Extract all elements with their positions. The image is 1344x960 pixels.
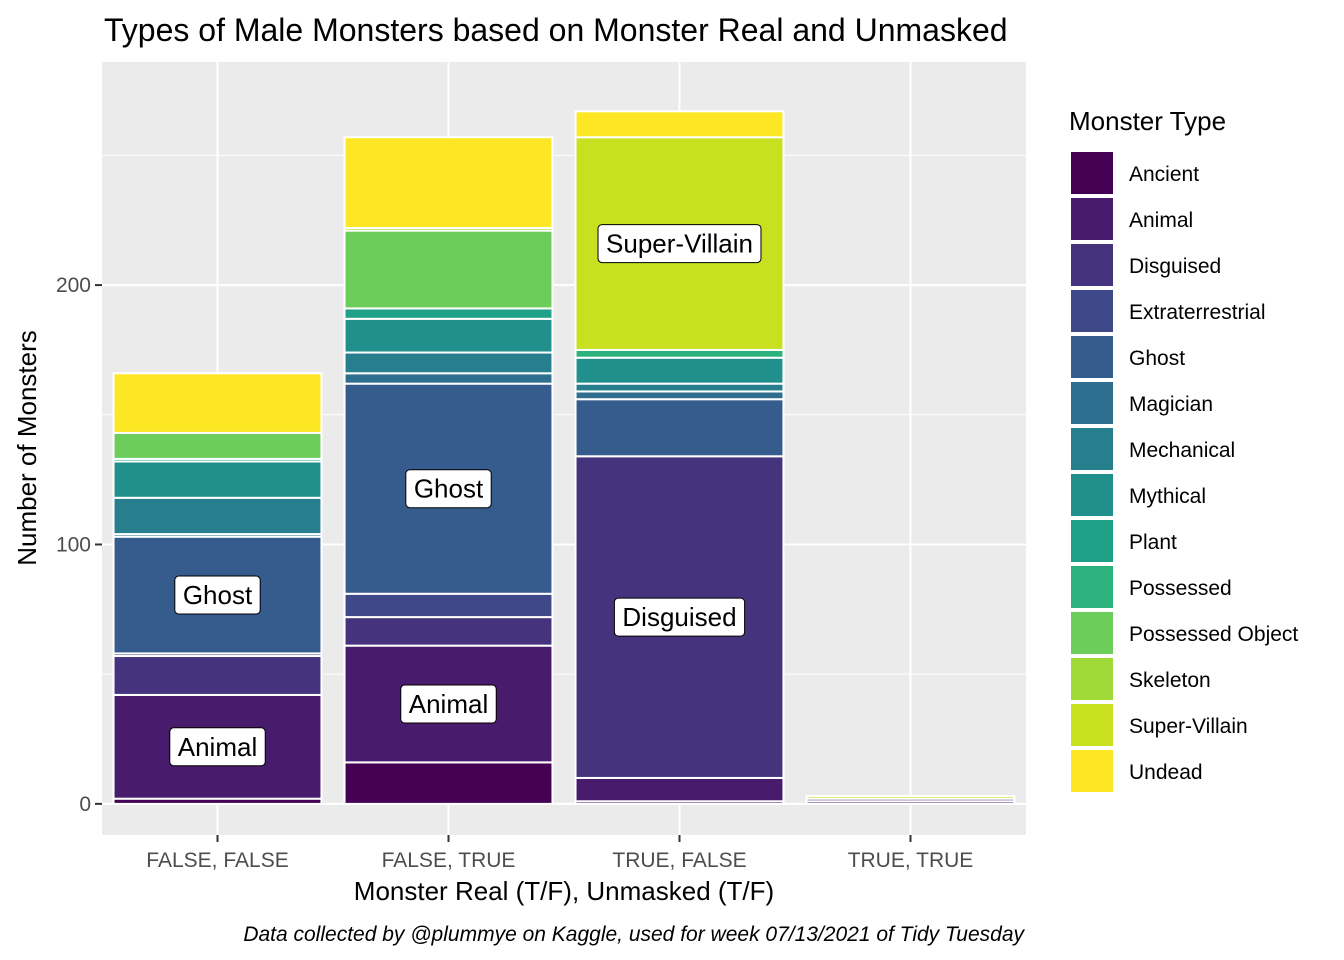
bar-segment-mythical	[574, 356, 785, 385]
bars	[112, 110, 1016, 805]
bar-segment-undead	[574, 110, 785, 139]
legend-item-label: Mechanical	[1129, 439, 1235, 462]
bar-segment-mechanical	[112, 496, 323, 536]
legend-swatch	[1069, 702, 1115, 748]
legend-item-label: Ghost	[1129, 347, 1185, 370]
segment-label: Ghost	[405, 469, 492, 509]
y-tick-label: 100	[56, 533, 91, 556]
legend-item-label: Magician	[1129, 393, 1213, 416]
legend-item-label: Mythical	[1129, 485, 1206, 508]
bar-segment-mythical	[343, 317, 554, 354]
bar-segment-mechanical	[574, 382, 785, 393]
legend-item-label: Ancient	[1129, 163, 1199, 186]
bar-segment-undead	[112, 372, 323, 434]
legend-item-label: Skeleton	[1129, 669, 1211, 692]
legend-item-label: Undead	[1129, 761, 1203, 784]
y-tick-label: 200	[56, 274, 91, 297]
segment-label-text: Animal	[409, 689, 488, 719]
legend-item-label: Animal	[1129, 209, 1193, 232]
bar-segment-extraterrestrial	[343, 592, 554, 619]
segment-label-text: Ghost	[183, 580, 253, 610]
bar-segment-ghost	[574, 398, 785, 458]
segment-label-text: Super-Villain	[606, 229, 753, 259]
segment-annotations: Animal Ghost Animal Ghost Disguised Super-Vil…	[169, 224, 762, 767]
bar-segment-ancient	[343, 761, 554, 805]
bar-segment-plant	[343, 307, 554, 320]
y-tick-label: 0	[79, 793, 91, 816]
legend-swatch	[1069, 656, 1115, 702]
chart-title: Types of Male Monsters based on Monster …	[104, 12, 1008, 48]
bar-segment-magician	[343, 372, 554, 385]
segment-label: Ghost	[174, 575, 261, 615]
segment-label: Super-Villain	[597, 224, 762, 264]
segment-label-text: Animal	[178, 732, 257, 762]
bar-segment-possessed	[574, 348, 785, 359]
legend-item-label: Possessed	[1129, 577, 1232, 600]
legend-title: Monster Type	[1069, 106, 1226, 136]
segment-label-box	[169, 727, 266, 767]
legend-swatch	[1069, 334, 1115, 380]
bar-segment-ghost	[343, 382, 554, 595]
segment-label: Animal	[169, 727, 266, 767]
bar-segment-mechanical	[343, 351, 554, 375]
segment-label-text: Disguised	[622, 602, 736, 632]
legend-swatch	[1069, 518, 1115, 564]
x-tick-label: FALSE, TRUE	[382, 849, 516, 872]
x-tick-label: FALSE, FALSE	[146, 849, 288, 872]
segment-label-text: Ghost	[414, 474, 484, 504]
bar-segment-disguised	[112, 655, 323, 696]
legend-swatch	[1069, 242, 1115, 288]
legend-item-label: Possessed Object	[1129, 623, 1298, 646]
segment-label-box	[405, 469, 492, 509]
legend-swatch	[1069, 472, 1115, 518]
x-tick-label: TRUE, TRUE	[848, 849, 974, 872]
legend-swatch	[1069, 610, 1115, 656]
legend-item-label: Extraterrestrial	[1129, 301, 1266, 324]
legend-swatch	[1069, 748, 1115, 794]
segment-label-box	[613, 597, 746, 637]
legend-item-label: Super-Villain	[1129, 715, 1248, 738]
bar-segment-undead	[343, 136, 554, 230]
x-axis-title: Monster Real (T/F), Unmasked (T/F)	[354, 876, 774, 906]
legend-swatch	[1069, 150, 1115, 196]
bar-segment-possessed-object	[343, 229, 554, 310]
legend-swatch	[1069, 288, 1115, 334]
segment-label-box	[174, 575, 261, 615]
legend-item-label: Disguised	[1129, 255, 1221, 278]
segment-label-box	[597, 224, 762, 264]
legend: Monster Type Ancient Animal Disguised Extra…	[1069, 106, 1298, 794]
bar-segment-possessed-object	[112, 431, 323, 460]
legend-swatch	[1069, 380, 1115, 426]
bar-segment-mythical	[112, 460, 323, 499]
segment-label: Disguised	[613, 597, 746, 637]
x-tick-label: TRUE, FALSE	[612, 849, 746, 872]
bar-segment-magician	[574, 390, 785, 401]
y-axis: 0 100 200	[56, 274, 102, 816]
chart-caption: Data collected by @plummye on Kaggle, us…	[243, 923, 1025, 946]
segment-label: Animal	[400, 684, 497, 724]
x-axis: FALSE, FALSE FALSE, TRUE TRUE, FALSE TRUE, …	[146, 835, 973, 872]
legend-swatch	[1069, 426, 1115, 472]
legend-swatch	[1069, 196, 1115, 242]
y-axis-title: Number of Monsters	[12, 330, 42, 566]
legend-item-label: Plant	[1129, 531, 1177, 554]
segment-label-box	[400, 684, 497, 724]
bar-segment-super-villain	[805, 795, 1016, 800]
bar-segment-disguised	[343, 616, 554, 647]
bar-segment-animal	[574, 776, 785, 803]
legend-swatch	[1069, 564, 1115, 610]
